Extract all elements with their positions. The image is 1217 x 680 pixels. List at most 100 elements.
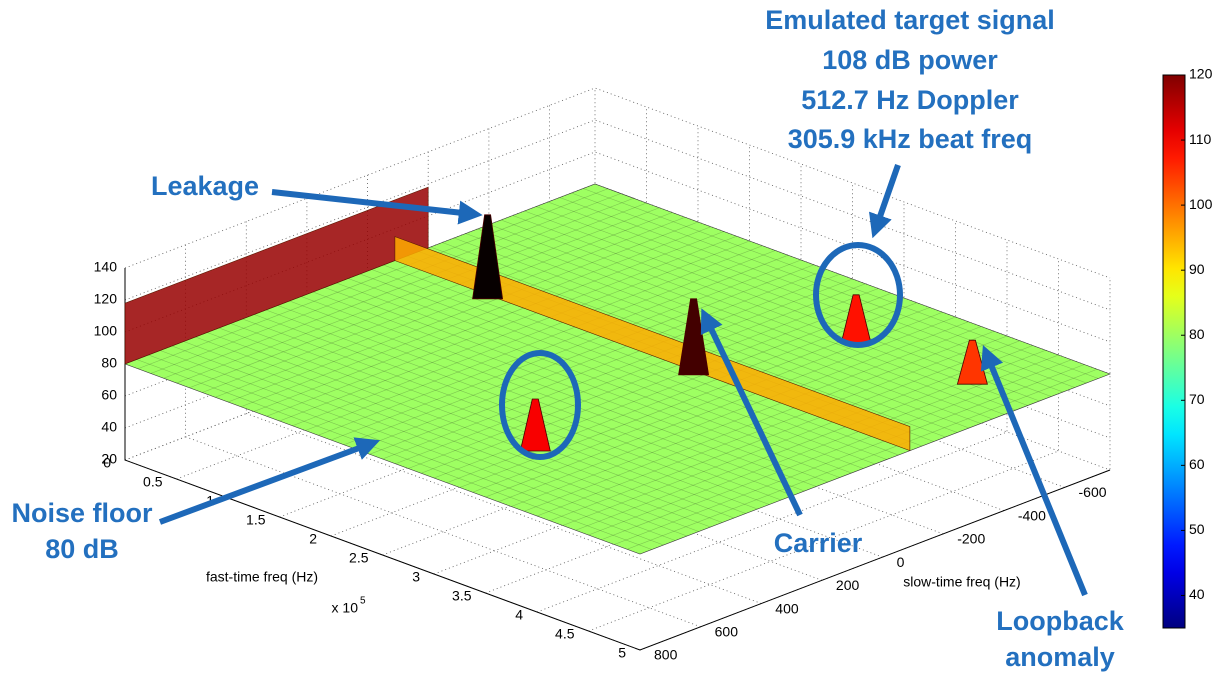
peak [678, 298, 710, 376]
colorbar-tick-label: 100 [1189, 196, 1213, 212]
x-axis-label: fast-time freq (Hz) [206, 569, 318, 585]
mesh-line [279, 240, 750, 422]
z-tick-label: 40 [101, 419, 117, 435]
annotation: anomaly [1005, 642, 1115, 672]
colorbar-tick-label: 80 [1189, 326, 1205, 342]
x-multiplier: x 10 [332, 600, 359, 616]
x-tick-label: 1.5 [246, 512, 266, 528]
mesh-line [189, 207, 660, 389]
x-tick-label: 2 [309, 531, 317, 547]
y-tick-label: 200 [836, 577, 860, 593]
mesh-line [498, 321, 969, 503]
mesh-line [359, 273, 876, 465]
mesh-line [348, 278, 864, 469]
mesh-line [562, 345, 1033, 526]
annotation: Emulated target signal [765, 5, 1055, 35]
colorbar-tick-label: 90 [1189, 261, 1205, 277]
x-tick-label: 3.5 [452, 588, 472, 604]
x-tick-label: 2.5 [349, 550, 369, 566]
mesh-line [301, 296, 817, 487]
mesh-line [477, 228, 993, 420]
mesh-line [421, 292, 892, 474]
y-tick-label: 400 [775, 600, 799, 616]
mesh-line [265, 309, 782, 501]
y-tick-label: 800 [654, 647, 678, 663]
mesh-line [383, 264, 899, 456]
mesh-line [382, 278, 853, 460]
mesh-line [266, 235, 737, 417]
y-tick-label: -200 [957, 531, 985, 547]
mesh-line [465, 233, 981, 424]
mesh-line [627, 368, 1098, 550]
y-axis-label: slow-time freq (Hz) [903, 574, 1020, 590]
mesh-line [500, 219, 1017, 411]
mesh-line [408, 288, 879, 469]
colorbar-tick-label: 70 [1189, 391, 1205, 407]
colorbar [1162, 74, 1186, 629]
mesh-line [176, 202, 647, 384]
mesh-line [318, 254, 789, 436]
annotation: Loopback [996, 606, 1124, 636]
mesh-line [356, 269, 827, 450]
mesh-line [312, 291, 829, 483]
annotation: Leakage [151, 171, 259, 201]
highlight-circle [813, 242, 903, 348]
mesh-line [395, 283, 866, 465]
mesh-line [183, 341, 699, 532]
mesh-line [343, 264, 814, 446]
ridge [124, 186, 429, 365]
mesh-line [371, 269, 887, 460]
mesh-line [230, 323, 746, 514]
colorbar-tick-label: 120 [1189, 66, 1213, 82]
colorbar-tick-label: 110 [1189, 131, 1212, 147]
mesh-line [150, 193, 621, 374]
mesh-line [137, 188, 608, 370]
mesh-line [207, 332, 723, 523]
annotation-layer: Emulated target signal 108 dB power 512.… [11, 5, 1124, 672]
mesh-line [601, 359, 1072, 541]
mesh-line [588, 354, 1059, 536]
z-tick-label: 80 [101, 355, 117, 371]
ridge [394, 236, 911, 452]
highlight-circle [499, 350, 581, 460]
mesh-line [485, 316, 956, 498]
mesh-line [163, 197, 634, 379]
arrow [700, 308, 803, 517]
x-tick-label: 0 [103, 455, 111, 471]
surface [124, 183, 1111, 555]
mesh-line [218, 327, 735, 519]
mesh-line [136, 359, 652, 550]
annotation: 80 dB [45, 534, 119, 564]
arrow [158, 437, 381, 525]
z-tick-label: 20 [101, 451, 117, 467]
mesh-line [289, 300, 805, 492]
mesh-line [536, 335, 1008, 517]
mesh-line [240, 226, 711, 408]
x-tick-label: 4.5 [555, 626, 575, 642]
z-tick-label: 140 [94, 259, 118, 275]
mesh-line [489, 224, 1005, 415]
colorbar-tick-label: 50 [1189, 521, 1205, 537]
y-tick-label: -600 [1079, 484, 1107, 500]
x-tick-label: 0.5 [143, 474, 163, 490]
z-tick-label: 120 [94, 291, 118, 307]
mesh-line [160, 350, 676, 541]
mesh-line [253, 231, 724, 412]
arrow [980, 345, 1088, 597]
mesh-line [324, 287, 840, 478]
plot-area: 00.511.522.533.544.55-600-400-2000200400… [94, 87, 1111, 663]
z-tick-label: 60 [101, 387, 117, 403]
mesh-line [195, 336, 711, 528]
arrow [869, 164, 901, 239]
mesh-line [292, 245, 763, 427]
mesh-line [512, 215, 1028, 406]
annotation: Carrier [774, 528, 863, 558]
x-multiplier-exponent: 5 [360, 596, 366, 607]
mesh-line [330, 259, 802, 441]
mesh-line [215, 216, 686, 398]
arrow [271, 189, 483, 225]
surface-mesh [136, 188, 1099, 550]
mesh-line [171, 345, 688, 537]
